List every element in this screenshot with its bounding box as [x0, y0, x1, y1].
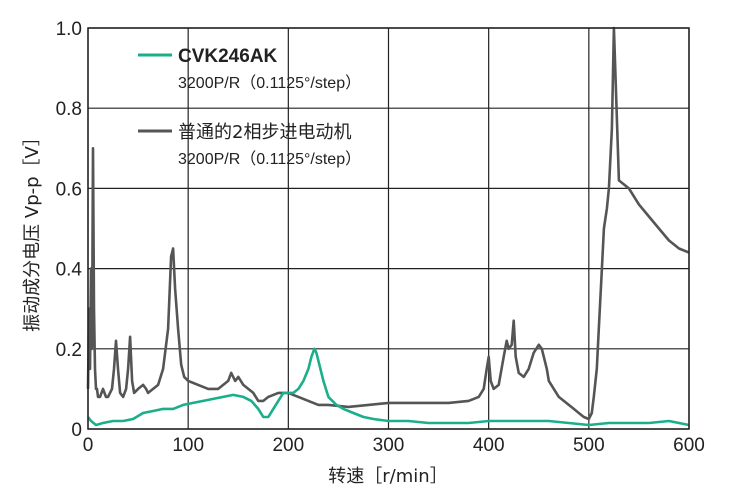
- x-axis-label: 转速［r/min］: [328, 466, 447, 487]
- legend-label-standard-motor: 普通的2相步进电动机: [178, 122, 351, 143]
- x-tick-label: 300: [373, 435, 405, 456]
- x-tick-label: 500: [573, 435, 605, 456]
- legend-sub-cvk246ak: 3200P/R（0.1125°/step）: [178, 74, 361, 92]
- series-layer: [86, 26, 690, 427]
- legend-label-cvk246ak: CVK246AK: [178, 46, 278, 67]
- series-line-standard-motor: [86, 26, 690, 421]
- y-axis-label: 振动成分电压 Vp-p［V］: [22, 128, 43, 332]
- y-tick-label: 0.2: [56, 340, 82, 361]
- y-tick-label: 0.8: [56, 99, 82, 120]
- y-tick-label: 0: [71, 420, 82, 441]
- y-axis-ticks: 0 0.2 0.4 0.6 0.8 1.0: [56, 19, 83, 441]
- legend-sub-standard-motor: 3200P/R（0.1125°/step）: [178, 150, 361, 168]
- x-tick-label: 600: [673, 435, 705, 456]
- y-tick-label: 0.4: [56, 260, 83, 281]
- y-tick-label: 0.6: [56, 179, 82, 200]
- x-tick-label: 200: [272, 435, 304, 456]
- x-axis-ticks: 0 100 200 300 400 500 600: [83, 435, 705, 456]
- series-line-cvk246ak: [86, 347, 690, 427]
- x-tick-label: 0: [83, 435, 94, 456]
- plot-frame: [87, 27, 690, 430]
- y-tick-label: 1.0: [56, 19, 82, 40]
- x-tick-label: 400: [473, 435, 505, 456]
- x-tick-label: 100: [172, 435, 204, 456]
- legend: CVK246AK 3200P/R（0.1125°/step） 普通的2相步进电动…: [138, 46, 361, 168]
